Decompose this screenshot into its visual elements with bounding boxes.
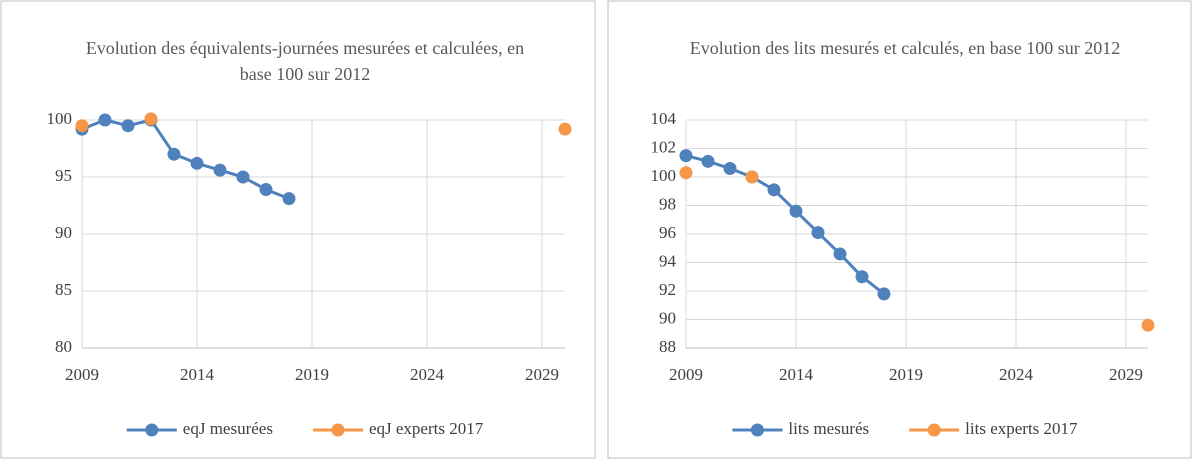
- x-tick-label: 2009: [669, 365, 703, 384]
- title-line: Evolution des équivalents-journées mesur…: [86, 38, 524, 58]
- y-tick-label: 102: [651, 137, 677, 156]
- data-point: [98, 113, 112, 127]
- data-point: [745, 170, 759, 184]
- legend-label: eqJ mesurées: [183, 419, 273, 438]
- data-point: [855, 270, 869, 284]
- y-tick-label: 95: [55, 166, 72, 185]
- y-tick-label: 100: [47, 109, 73, 128]
- data-point: [789, 204, 803, 218]
- data-point: [282, 192, 296, 206]
- y-tick-label: 94: [659, 251, 677, 270]
- x-tick-label: 2014: [779, 365, 814, 384]
- data-point: [679, 149, 693, 163]
- data-point: [723, 161, 737, 175]
- series-line: [81, 118, 290, 201]
- data-point: [833, 247, 847, 261]
- data-point: [679, 166, 693, 180]
- data-point: [811, 226, 825, 240]
- data-point: [701, 154, 715, 168]
- data-point: [767, 183, 781, 197]
- y-tick-label: 96: [659, 223, 676, 242]
- data-point: [558, 122, 572, 136]
- y-tick-label: 80: [55, 337, 72, 356]
- data-point: [259, 183, 273, 197]
- data-point: [167, 147, 181, 161]
- y-tick-label: 98: [659, 194, 676, 213]
- panel-border: [0, 0, 596, 459]
- y-tick-label: 104: [651, 109, 677, 128]
- data-point: [213, 163, 227, 177]
- data-point: [190, 156, 204, 170]
- legend-marker: [331, 423, 345, 437]
- y-tick-label: 88: [659, 337, 676, 356]
- legend-marker: [145, 423, 159, 437]
- y-tick-label: 92: [659, 280, 676, 299]
- legend-label: eqJ experts 2017: [369, 419, 484, 438]
- x-tick-label: 2024: [410, 365, 445, 384]
- panel-border: [607, 0, 1192, 459]
- data-point: [877, 287, 891, 301]
- title-line: base 100 sur 2012: [240, 64, 370, 84]
- chart-title: Evolution des équivalents-journées mesur…: [86, 38, 524, 84]
- data-point: [144, 112, 158, 126]
- legend-label: lits experts 2017: [965, 419, 1078, 438]
- x-tick-label: 2029: [1109, 365, 1143, 384]
- x-tick-label: 2019: [889, 365, 923, 384]
- x-tick-label: 2009: [65, 365, 99, 384]
- y-tick-label: 90: [55, 223, 72, 242]
- x-tick-label: 2014: [180, 365, 215, 384]
- legend-marker: [750, 423, 764, 437]
- x-tick-label: 2019: [295, 365, 329, 384]
- y-tick-label: 90: [659, 308, 676, 327]
- legend-marker: [927, 423, 941, 437]
- data-point: [1141, 318, 1155, 332]
- legend-label: lits mesurés: [788, 419, 869, 438]
- y-tick-label: 85: [55, 280, 72, 299]
- y-tick-label: 100: [651, 166, 677, 185]
- data-point: [236, 170, 250, 184]
- x-tick-label: 2029: [525, 365, 559, 384]
- data-point: [121, 119, 135, 133]
- x-tick-label: 2024: [999, 365, 1034, 384]
- series-line: [685, 154, 885, 296]
- chart-title: Evolution des lits mesurés et calculés, …: [690, 38, 1120, 58]
- title-line: Evolution des lits mesurés et calculés, …: [690, 38, 1120, 58]
- data-point: [75, 119, 89, 133]
